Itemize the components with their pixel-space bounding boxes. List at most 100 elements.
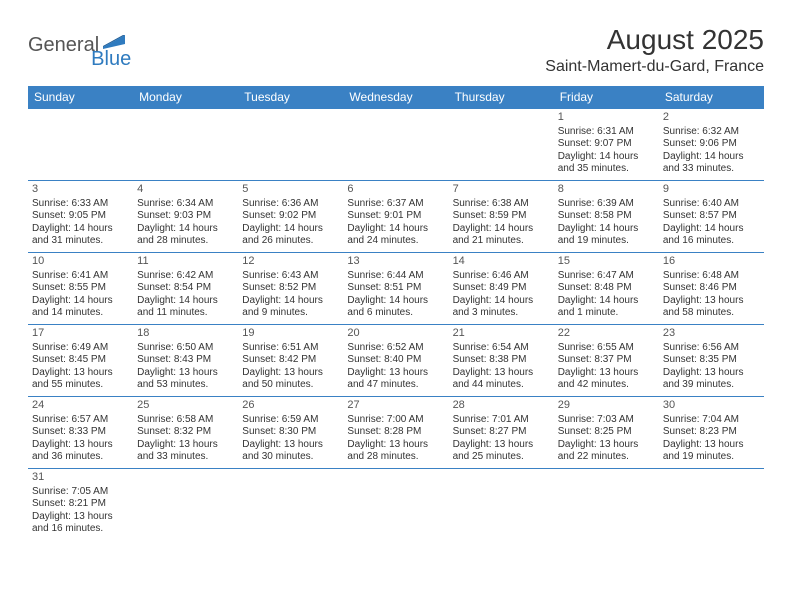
day-number: 9	[663, 183, 760, 197]
daylight-text: Daylight: 14 hours	[137, 223, 234, 236]
calendar-row: 17Sunrise: 6:49 AMSunset: 8:45 PMDayligh…	[28, 325, 764, 397]
sunrise-text: Sunrise: 6:39 AM	[558, 198, 655, 211]
calendar-cell	[554, 469, 659, 541]
sunrise-text: Sunrise: 6:49 AM	[32, 342, 129, 355]
calendar-cell	[238, 469, 343, 541]
sunset-text: Sunset: 8:51 PM	[347, 282, 444, 295]
logo-text-2: Blue	[91, 48, 131, 71]
daylight-text: Daylight: 13 hours	[347, 439, 444, 452]
day-number: 29	[558, 399, 655, 413]
sunset-text: Sunset: 8:42 PM	[242, 354, 339, 367]
daylight-text: and 16 minutes.	[32, 523, 129, 536]
sunset-text: Sunset: 8:49 PM	[453, 282, 550, 295]
calendar-cell: 26Sunrise: 6:59 AMSunset: 8:30 PMDayligh…	[238, 397, 343, 469]
daylight-text: Daylight: 13 hours	[663, 439, 760, 452]
calendar-cell: 1Sunrise: 6:31 AMSunset: 9:07 PMDaylight…	[554, 109, 659, 181]
calendar-cell	[343, 109, 448, 181]
day-number: 11	[137, 255, 234, 269]
weekday-header-row: Sunday Monday Tuesday Wednesday Thursday…	[28, 86, 764, 109]
day-number: 2	[663, 111, 760, 125]
day-number: 20	[347, 327, 444, 341]
sunrise-text: Sunrise: 7:04 AM	[663, 414, 760, 427]
sunrise-text: Sunrise: 6:43 AM	[242, 270, 339, 283]
daylight-text: and 14 minutes.	[32, 307, 129, 320]
daylight-text: Daylight: 14 hours	[453, 295, 550, 308]
sunset-text: Sunset: 8:58 PM	[558, 210, 655, 223]
day-number: 16	[663, 255, 760, 269]
sunset-text: Sunset: 9:02 PM	[242, 210, 339, 223]
calendar-cell	[449, 469, 554, 541]
daylight-text: and 39 minutes.	[663, 379, 760, 392]
col-thursday: Thursday	[449, 86, 554, 109]
sunset-text: Sunset: 8:55 PM	[32, 282, 129, 295]
day-number: 5	[242, 183, 339, 197]
sunrise-text: Sunrise: 7:05 AM	[32, 486, 129, 499]
day-number: 7	[453, 183, 550, 197]
sunset-text: Sunset: 8:59 PM	[453, 210, 550, 223]
calendar-cell: 5Sunrise: 6:36 AMSunset: 9:02 PMDaylight…	[238, 181, 343, 253]
sunrise-text: Sunrise: 6:38 AM	[453, 198, 550, 211]
day-number: 22	[558, 327, 655, 341]
sunset-text: Sunset: 8:27 PM	[453, 426, 550, 439]
daylight-text: Daylight: 13 hours	[137, 439, 234, 452]
sunrise-text: Sunrise: 6:56 AM	[663, 342, 760, 355]
sunrise-text: Sunrise: 6:58 AM	[137, 414, 234, 427]
day-number: 8	[558, 183, 655, 197]
calendar-cell: 29Sunrise: 7:03 AMSunset: 8:25 PMDayligh…	[554, 397, 659, 469]
calendar-cell	[28, 109, 133, 181]
sunset-text: Sunset: 8:33 PM	[32, 426, 129, 439]
daylight-text: and 19 minutes.	[558, 235, 655, 248]
daylight-text: Daylight: 13 hours	[558, 439, 655, 452]
day-number: 3	[32, 183, 129, 197]
sunrise-text: Sunrise: 6:31 AM	[558, 126, 655, 139]
header: General Blue August 2025 Saint-Mamert-du…	[28, 24, 764, 76]
daylight-text: Daylight: 13 hours	[453, 439, 550, 452]
day-number: 6	[347, 183, 444, 197]
daylight-text: and 30 minutes.	[242, 451, 339, 464]
daylight-text: Daylight: 14 hours	[32, 295, 129, 308]
sunset-text: Sunset: 9:01 PM	[347, 210, 444, 223]
location: Saint-Mamert-du-Gard, France	[545, 58, 764, 76]
sunrise-text: Sunrise: 6:59 AM	[242, 414, 339, 427]
daylight-text: Daylight: 13 hours	[242, 439, 339, 452]
sunrise-text: Sunrise: 6:36 AM	[242, 198, 339, 211]
sunrise-text: Sunrise: 6:37 AM	[347, 198, 444, 211]
calendar-cell: 4Sunrise: 6:34 AMSunset: 9:03 PMDaylight…	[133, 181, 238, 253]
calendar-cell	[449, 109, 554, 181]
daylight-text: Daylight: 14 hours	[242, 295, 339, 308]
daylight-text: Daylight: 14 hours	[32, 223, 129, 236]
day-number: 18	[137, 327, 234, 341]
daylight-text: Daylight: 14 hours	[347, 295, 444, 308]
calendar-cell: 9Sunrise: 6:40 AMSunset: 8:57 PMDaylight…	[659, 181, 764, 253]
day-number: 15	[558, 255, 655, 269]
calendar-cell: 13Sunrise: 6:44 AMSunset: 8:51 PMDayligh…	[343, 253, 448, 325]
sunrise-text: Sunrise: 6:33 AM	[32, 198, 129, 211]
sunset-text: Sunset: 8:25 PM	[558, 426, 655, 439]
calendar-cell	[133, 469, 238, 541]
calendar-row: 3Sunrise: 6:33 AMSunset: 9:05 PMDaylight…	[28, 181, 764, 253]
daylight-text: and 6 minutes.	[347, 307, 444, 320]
daylight-text: and 53 minutes.	[137, 379, 234, 392]
day-number: 14	[453, 255, 550, 269]
sunrise-text: Sunrise: 6:54 AM	[453, 342, 550, 355]
day-number: 17	[32, 327, 129, 341]
sunset-text: Sunset: 8:38 PM	[453, 354, 550, 367]
daylight-text: and 50 minutes.	[242, 379, 339, 392]
sunrise-text: Sunrise: 6:46 AM	[453, 270, 550, 283]
daylight-text: Daylight: 14 hours	[558, 223, 655, 236]
sunset-text: Sunset: 8:23 PM	[663, 426, 760, 439]
col-saturday: Saturday	[659, 86, 764, 109]
col-sunday: Sunday	[28, 86, 133, 109]
sunset-text: Sunset: 8:48 PM	[558, 282, 655, 295]
day-number: 28	[453, 399, 550, 413]
sunset-text: Sunset: 8:30 PM	[242, 426, 339, 439]
col-wednesday: Wednesday	[343, 86, 448, 109]
sunset-text: Sunset: 8:37 PM	[558, 354, 655, 367]
sunset-text: Sunset: 8:32 PM	[137, 426, 234, 439]
day-number: 24	[32, 399, 129, 413]
sunrise-text: Sunrise: 7:01 AM	[453, 414, 550, 427]
sunrise-text: Sunrise: 7:00 AM	[347, 414, 444, 427]
calendar-cell: 7Sunrise: 6:38 AMSunset: 8:59 PMDaylight…	[449, 181, 554, 253]
daylight-text: and 22 minutes.	[558, 451, 655, 464]
day-number: 23	[663, 327, 760, 341]
